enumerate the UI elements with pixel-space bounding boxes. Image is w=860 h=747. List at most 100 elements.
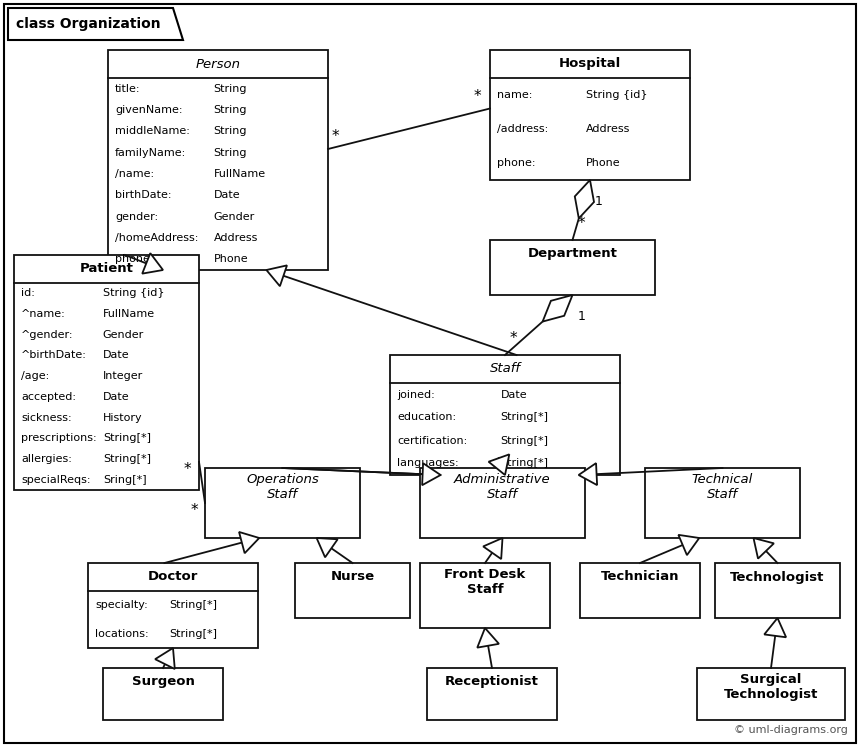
Text: name:: name: [497,90,532,100]
Text: prescriptions:: prescriptions: [21,433,96,443]
Bar [295,563,410,618]
Polygon shape [142,253,163,273]
Text: Patient: Patient [80,262,133,276]
Bar [697,668,845,720]
Polygon shape [488,454,509,475]
Text: specialty:: specialty: [95,601,148,610]
Text: education:: education: [397,412,456,423]
Text: String {id}: String {id} [103,288,164,298]
Text: ^gender:: ^gender: [21,329,73,340]
Text: String[*]: String[*] [501,459,549,468]
Polygon shape [422,463,440,486]
Text: class Organization: class Organization [16,17,161,31]
Text: phone:: phone: [497,158,536,168]
Text: Technologist: Technologist [730,571,825,583]
Text: title:: title: [115,84,140,93]
Polygon shape [753,538,774,559]
Polygon shape [239,532,259,554]
Text: String: String [213,126,247,137]
Text: 1: 1 [578,310,586,323]
Bar [14,255,199,490]
Polygon shape [579,463,597,485]
Text: Receptionist: Receptionist [445,675,539,689]
Text: Technical
Staff: Technical Staff [692,473,753,501]
Text: familyName:: familyName: [115,148,187,158]
Bar [88,563,258,648]
Text: specialReqs:: specialReqs: [21,474,90,485]
Bar [103,668,223,720]
Text: Date: Date [501,389,527,400]
Text: String: String [213,105,247,115]
Text: birthDate:: birthDate: [115,190,171,200]
Text: gender:: gender: [115,211,158,222]
Bar [420,468,585,538]
Text: /address:: /address: [497,124,549,134]
Text: String[*]: String[*] [169,629,218,639]
Text: id:: id: [21,288,35,298]
Text: String[*]: String[*] [501,412,549,423]
Polygon shape [574,180,594,218]
Text: Date: Date [213,190,240,200]
Bar [205,468,360,538]
Bar [645,468,800,538]
Text: joined:: joined: [397,389,435,400]
Text: /age:: /age: [21,371,49,381]
Text: Front Desk
Staff: Front Desk Staff [445,568,525,596]
Text: phone:: phone: [115,254,153,264]
Text: String: String [213,84,247,93]
Text: Technician: Technician [601,571,679,583]
Polygon shape [267,265,287,286]
Text: Phone: Phone [586,158,621,168]
Bar [390,355,620,475]
Bar [490,50,690,180]
Text: © uml-diagrams.org: © uml-diagrams.org [734,725,848,735]
Text: FullName: FullName [213,169,266,179]
Text: Person: Person [195,58,241,70]
Text: middleName:: middleName: [115,126,190,137]
Bar [427,668,557,720]
Polygon shape [483,538,502,559]
Polygon shape [8,8,183,40]
Polygon shape [316,538,338,557]
Text: String {id}: String {id} [586,90,648,100]
Polygon shape [765,618,786,637]
Polygon shape [543,295,573,321]
Text: Phone: Phone [213,254,249,264]
Text: Department: Department [527,247,617,261]
Text: *: * [510,331,518,346]
Text: Doctor: Doctor [148,571,198,583]
Text: Administrative
Staff: Administrative Staff [454,473,550,501]
Polygon shape [155,648,175,669]
Text: *: * [191,503,199,518]
Text: String[*]: String[*] [103,454,150,464]
Polygon shape [679,535,699,555]
Bar [580,563,700,618]
Text: Address: Address [213,233,258,243]
Text: ^birthDate:: ^birthDate: [21,350,87,361]
Text: Sring[*]: Sring[*] [103,474,146,485]
Bar [490,240,655,295]
Text: locations:: locations: [95,629,149,639]
Text: FullName: FullName [103,309,155,319]
Text: Date: Date [103,350,129,361]
Text: String[*]: String[*] [501,436,549,445]
Text: Gender: Gender [213,211,255,222]
Text: Operations
Staff: Operations Staff [246,473,319,501]
Text: *: * [184,462,192,477]
Text: String[*]: String[*] [169,601,218,610]
Text: String: String [213,148,247,158]
Text: Surgical
Technologist: Surgical Technologist [724,673,818,701]
Text: Address: Address [586,124,630,134]
Text: /name:: /name: [115,169,154,179]
Text: Staff: Staff [489,362,520,376]
Text: Integer: Integer [103,371,143,381]
Text: 1: 1 [595,195,603,208]
Text: Surgeon: Surgeon [132,675,194,689]
Text: *: * [474,88,482,104]
Text: Nurse: Nurse [330,571,375,583]
Text: allergies:: allergies: [21,454,72,464]
Text: String[*]: String[*] [103,433,150,443]
Text: *: * [578,216,585,231]
Text: ^name:: ^name: [21,309,65,319]
Bar [715,563,840,618]
